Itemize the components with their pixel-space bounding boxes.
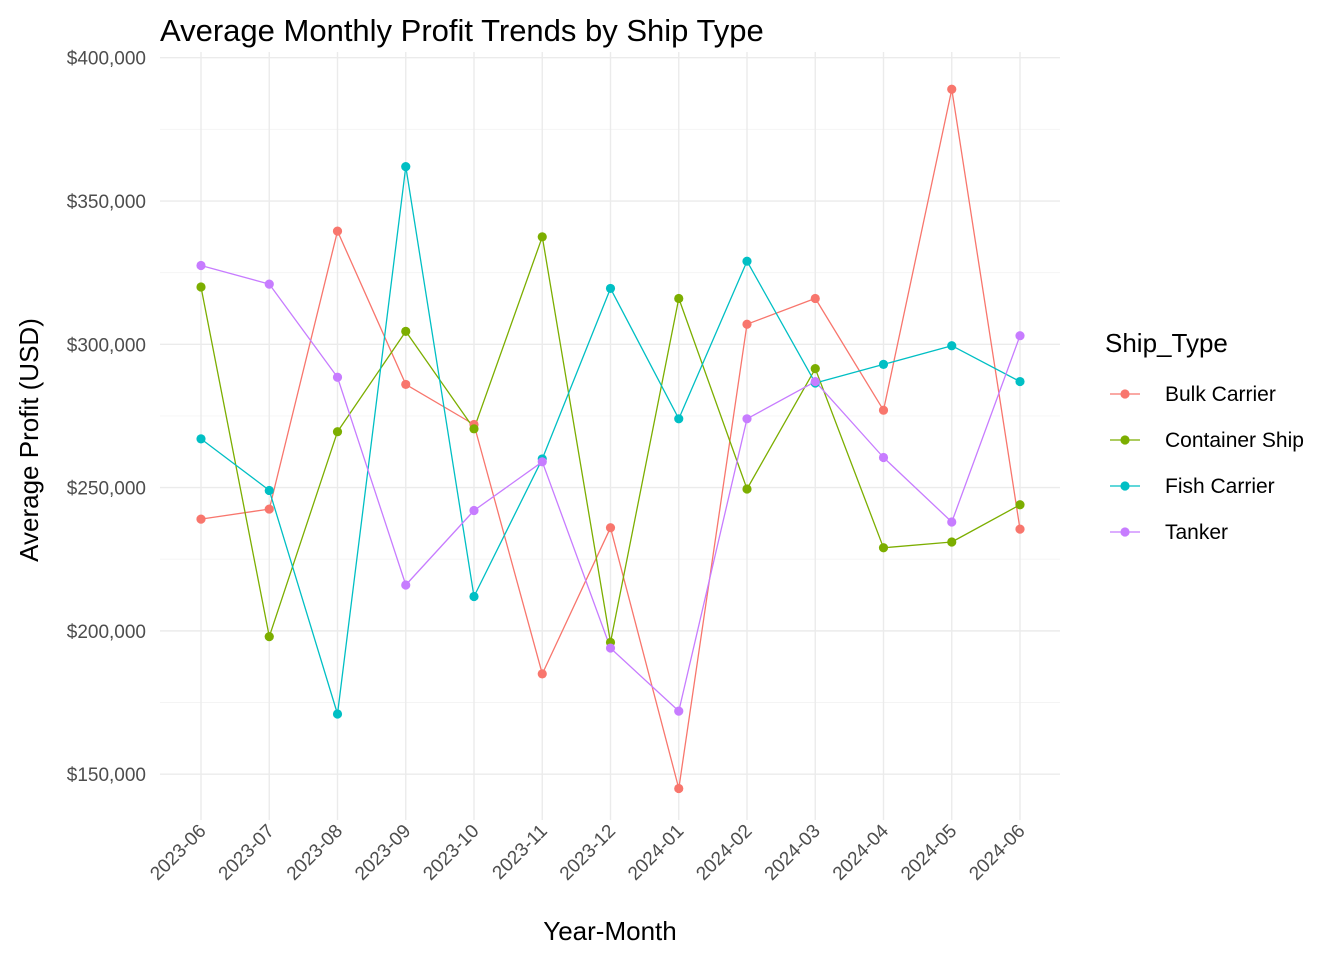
x-tick-label: 2024-01 [624, 821, 688, 885]
x-tick-label: 2023-12 [556, 821, 620, 885]
data-point [196, 514, 206, 524]
data-point [469, 505, 479, 516]
data-point [878, 405, 889, 415]
x-tick-label: 2024-02 [692, 821, 756, 885]
y-tick-label: $350,000 [67, 192, 146, 213]
data-point [742, 414, 752, 424]
data-point [810, 364, 820, 374]
data-point [605, 523, 616, 533]
data-point [332, 427, 343, 437]
data-point [469, 591, 479, 602]
legend-key-point [1120, 527, 1130, 537]
data-point [332, 226, 343, 236]
chart-title: Average Monthly Profit Trends by Ship Ty… [160, 13, 764, 48]
grid-lines [160, 52, 1060, 820]
x-tick-label: 2024-04 [829, 820, 893, 884]
data-point [810, 293, 820, 304]
data-point [1015, 524, 1025, 534]
y-tick-label: $250,000 [67, 479, 146, 500]
data-point [605, 283, 616, 294]
legend: Ship_Type Bulk Carrier Container Ship Fish… [1105, 328, 1304, 544]
data-point [742, 484, 752, 494]
x-tick-label: 2023-07 [215, 821, 279, 885]
data-point [332, 709, 343, 719]
data-point [537, 232, 547, 242]
data-point [1015, 331, 1025, 341]
data-point [264, 279, 274, 289]
data-point [947, 537, 957, 547]
data-point [878, 452, 889, 463]
data-point [742, 256, 752, 266]
x-tick-label: 2023-08 [283, 821, 347, 885]
data-point [196, 282, 206, 292]
data-point [401, 326, 411, 337]
x-tick-label: 2024-03 [761, 821, 825, 885]
legend-label: Bulk Carrier [1165, 383, 1276, 406]
legend-key-point [1120, 435, 1130, 445]
x-tick-label: 2023-06 [146, 821, 210, 885]
x-tick-label: 2024-05 [897, 821, 961, 885]
legend-label: Fish Carrier [1165, 475, 1275, 498]
x-axis-title: Year-Month [543, 916, 676, 946]
x-tick-label: 2024-06 [965, 821, 1029, 885]
data-point [196, 434, 206, 444]
y-axis-title: Average Profit (USD) [14, 318, 44, 562]
legend-label: Tanker [1165, 521, 1228, 544]
data-point [742, 319, 752, 329]
y-tick-label: $300,000 [67, 335, 146, 356]
data-point [674, 293, 684, 304]
x-tick-label: 2023-11 [489, 821, 552, 884]
data-point [264, 504, 274, 514]
data-point [264, 485, 274, 496]
x-tick-label: 2023-09 [351, 821, 415, 885]
data-point [332, 372, 343, 382]
data-point [878, 359, 889, 369]
data-point [674, 706, 684, 716]
data-point [947, 84, 957, 94]
data-point [1015, 376, 1025, 387]
data-point [401, 162, 411, 172]
data-point [674, 783, 684, 794]
legend-title: Ship_Type [1105, 328, 1228, 358]
data-point [401, 580, 411, 590]
data-point [264, 631, 274, 642]
data-point [605, 643, 616, 653]
y-tick-label: $400,000 [67, 49, 146, 70]
data-point [947, 517, 957, 527]
y-tick-label: $200,000 [67, 622, 146, 643]
y-tick-label: $150,000 [67, 765, 146, 786]
data-point [947, 341, 957, 351]
data-point [537, 669, 547, 679]
data-point [401, 379, 411, 390]
x-tick-label: 2023-10 [419, 821, 483, 885]
data-point [674, 414, 684, 424]
x-axis-ticks: 2023-06 2023-07 2023-08 2023-09 2023-10 2023-… [146, 820, 1029, 884]
data-point [469, 424, 479, 434]
legend-label: Container Ship [1165, 429, 1304, 452]
data-point [1015, 500, 1025, 510]
y-axis-ticks: $150,000 $200,000 $250,000 $300,000 $350,000… [67, 49, 146, 786]
data-point [878, 543, 889, 553]
data-point [196, 260, 206, 271]
data-point [537, 457, 547, 467]
data-point [810, 376, 820, 387]
legend-key-point [1120, 389, 1130, 399]
series-group [196, 84, 1025, 794]
legend-key-point [1120, 481, 1130, 491]
